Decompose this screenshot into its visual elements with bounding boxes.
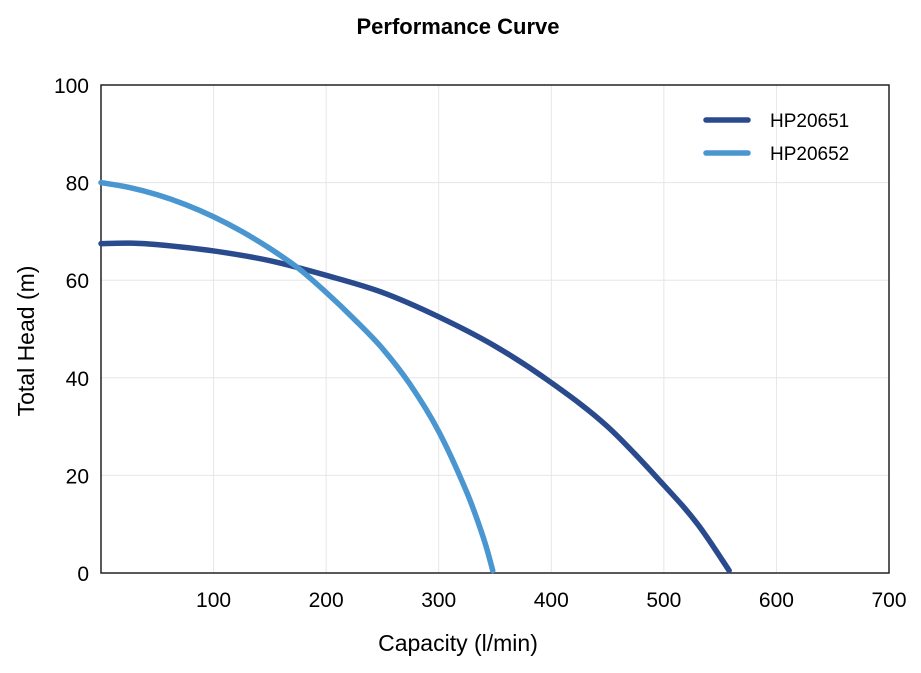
- legend-label: HP20652: [770, 144, 849, 165]
- y-tick-label: 20: [66, 465, 89, 488]
- legend: HP20651 HP20652: [703, 111, 849, 165]
- series-lines: [98, 179, 732, 574]
- x-tick-label: 400: [534, 589, 569, 612]
- legend-label: HP20651: [770, 111, 849, 132]
- x-axis-ticks: 100 200 300 400 500 600 700: [196, 589, 906, 612]
- plot-area-border: [100, 84, 890, 574]
- x-tick-label: 200: [309, 589, 344, 612]
- chart-title: Performance Curve: [357, 14, 560, 39]
- x-axis-label: Capacity (l/min): [378, 630, 538, 656]
- y-axis-ticks: 0 20 40 60 80 100: [54, 75, 89, 586]
- series-line-hp20651: [98, 240, 732, 574]
- y-tick-label: 60: [66, 270, 89, 293]
- x-tick-label: 300: [421, 589, 456, 612]
- x-tick-label: 600: [759, 589, 794, 612]
- series-line-hp20652: [98, 179, 496, 574]
- y-tick-label: 0: [77, 563, 89, 586]
- y-axis-label: Total Head (m): [13, 266, 39, 417]
- x-tick-label: 100: [196, 589, 231, 612]
- grid-lines: [101, 85, 889, 573]
- y-tick-label: 40: [66, 368, 89, 391]
- y-tick-label: 80: [66, 173, 89, 196]
- x-tick-label: 700: [871, 589, 906, 612]
- x-tick-label: 500: [646, 589, 681, 612]
- y-tick-label: 100: [54, 75, 89, 98]
